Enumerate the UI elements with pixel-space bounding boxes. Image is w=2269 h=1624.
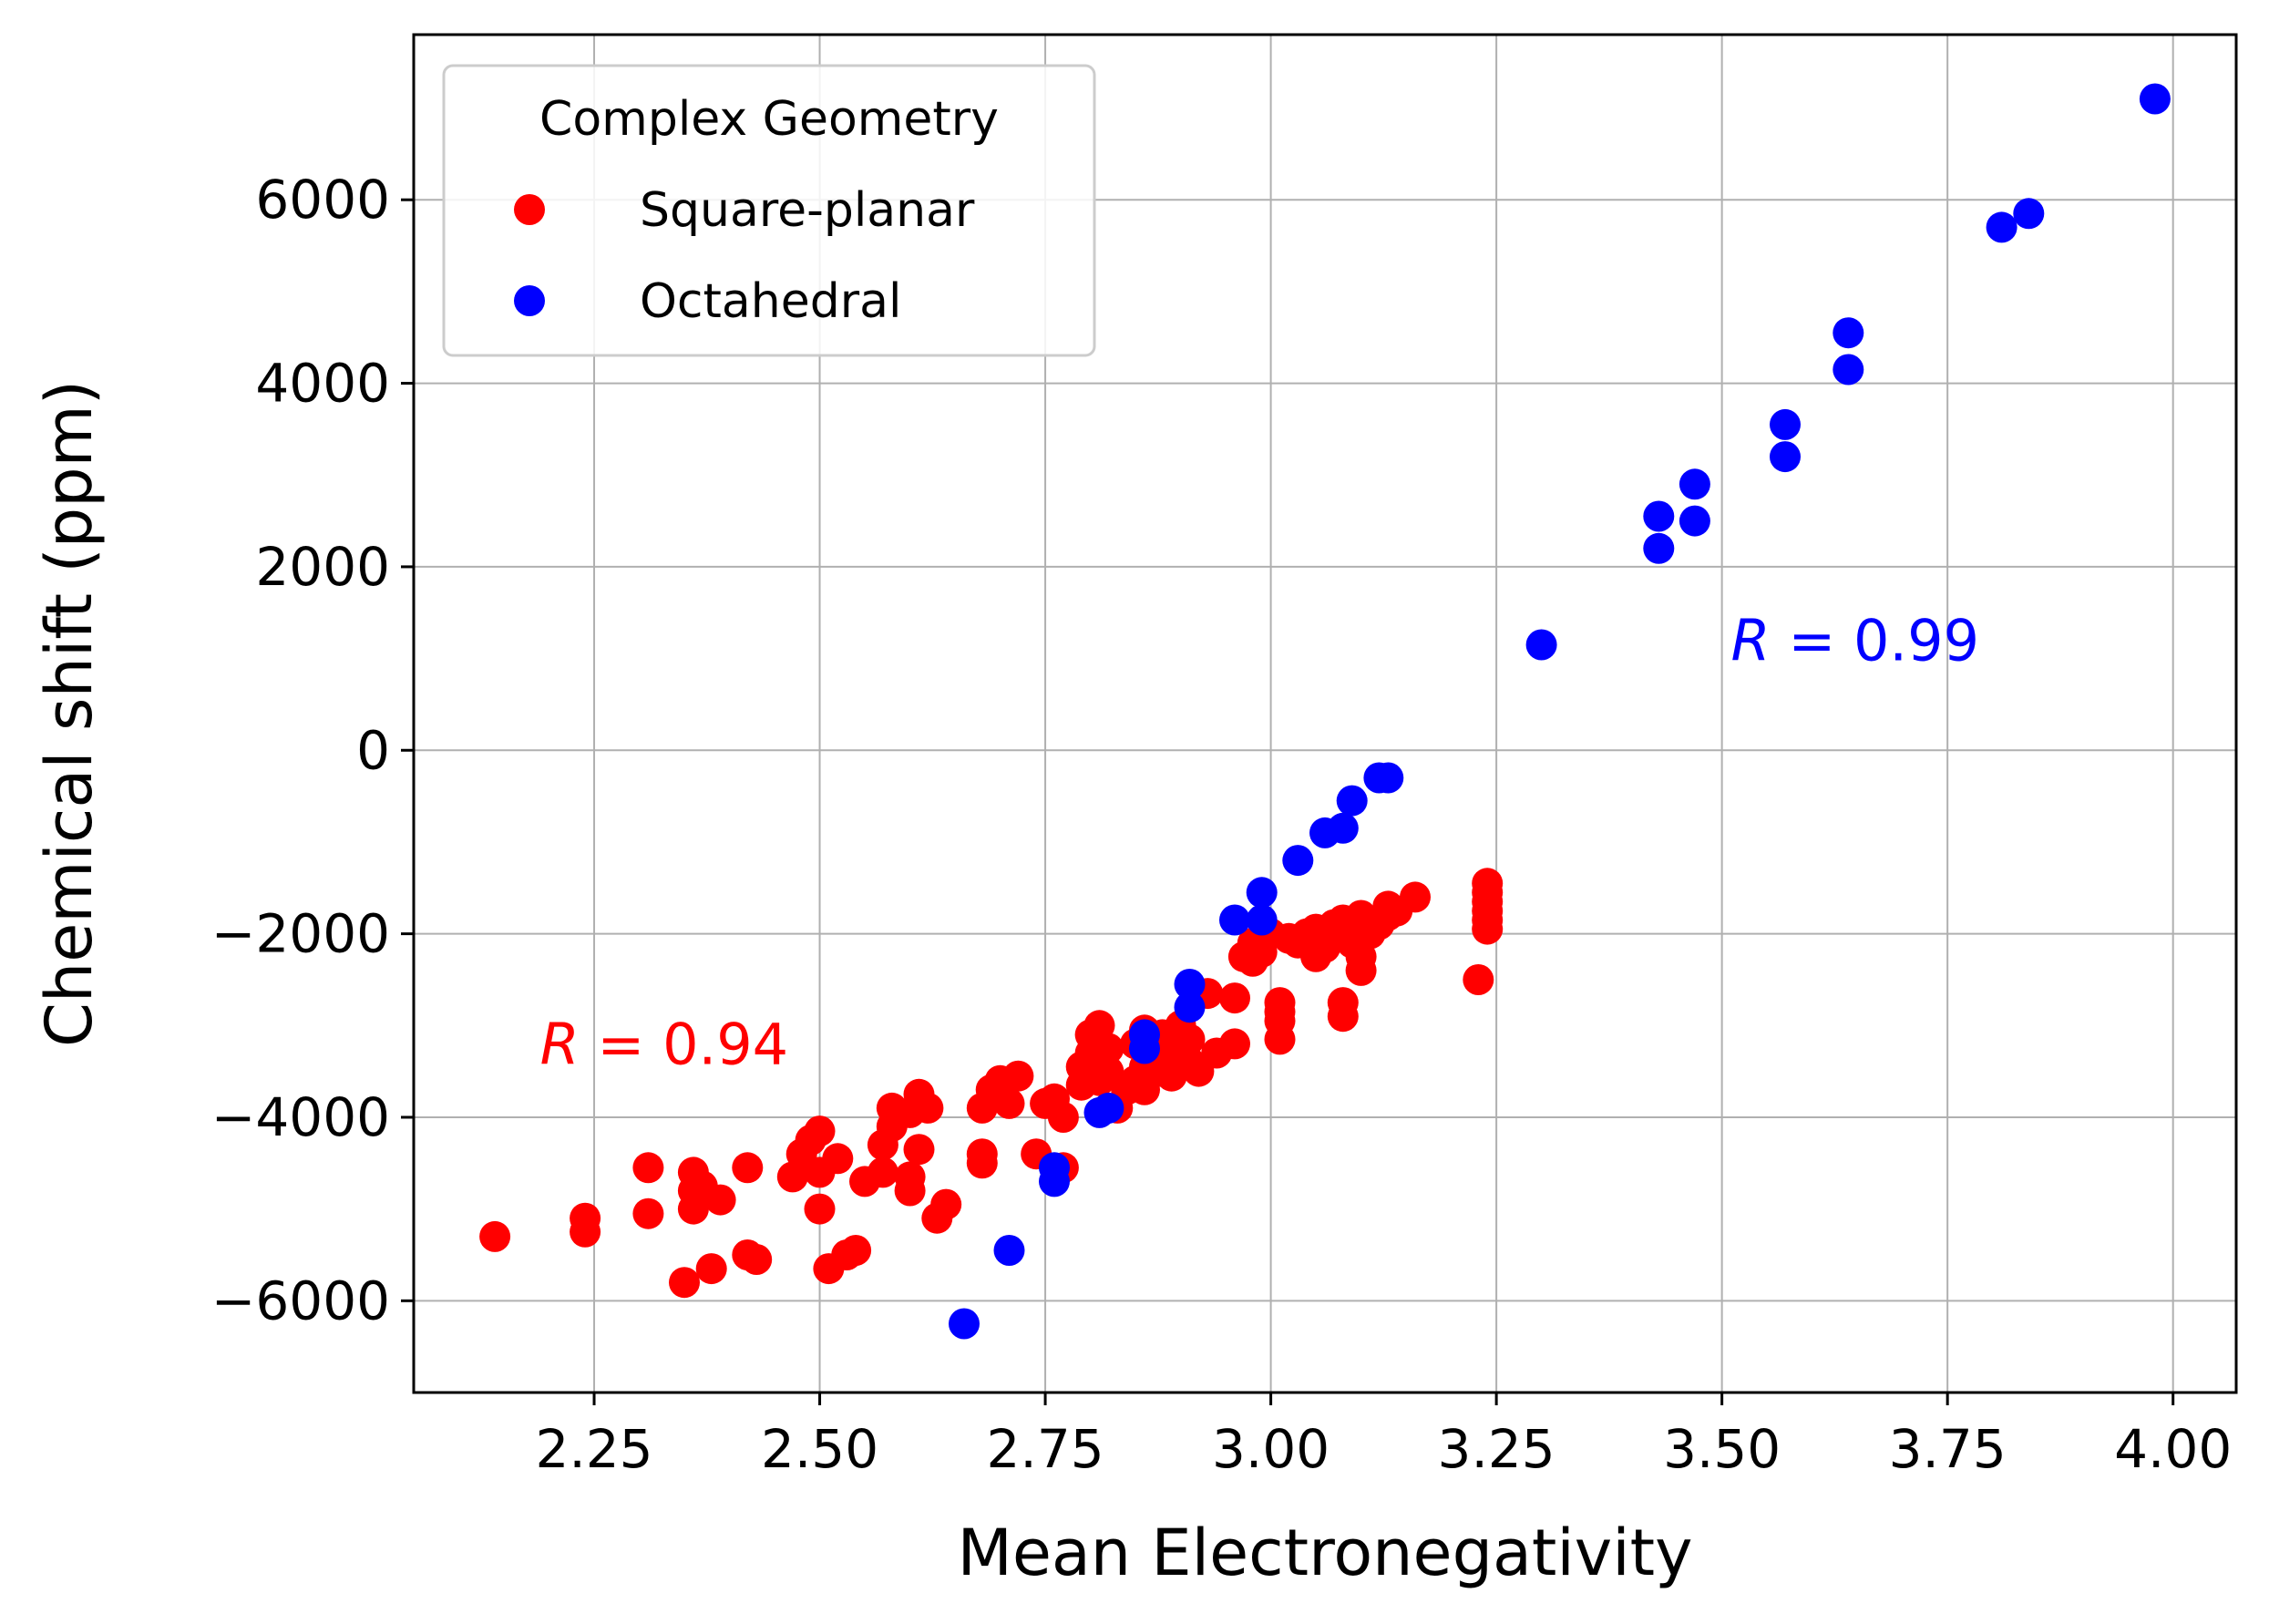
point-square-planar [804,1193,836,1225]
data-points [479,83,2171,1340]
point-octahedral [993,1235,1025,1266]
point-square-planar [570,1216,601,1248]
legend-label-square-planar: Square-planar [640,183,975,238]
point-octahedral [1174,969,1206,1000]
point-square-planar [1093,1033,1124,1064]
point-octahedral [1282,845,1314,877]
y-tick-label: 6000 [255,169,390,231]
point-square-planar [1327,1001,1359,1033]
y-axis-title: Chemical shift (ppm) [32,380,107,1047]
point-square-planar [930,1188,962,1220]
point-octahedral [1174,992,1206,1023]
y-tick-label: −6000 [211,1269,390,1331]
point-square-planar [1472,913,1504,945]
point-octahedral [1679,468,1710,500]
legend-title: Complex Geometry [539,92,999,147]
point-octahedral [1039,1166,1070,1197]
point-square-planar [704,1184,736,1216]
point-octahedral [1643,500,1675,532]
grid-lines [414,35,2236,1393]
point-square-planar [966,1147,998,1179]
point-square-planar [840,1235,872,1266]
point-square-planar [741,1244,773,1275]
point-square-planar [632,1197,664,1229]
point-octahedral [1246,877,1278,909]
point-octahedral [1525,629,1557,661]
legend-box [442,64,1096,357]
point-square-planar [1002,1060,1034,1092]
correlation-annotation: R = 0.94 [540,1011,789,1077]
point-octahedral [1679,505,1710,537]
point-square-planar [695,1253,727,1285]
x-tick-label: 3.75 [1889,1418,2007,1480]
point-square-planar [993,1087,1025,1119]
point-octahedral [1327,812,1359,844]
x-tick-label: 3.50 [1663,1418,1781,1480]
y-tick-label: 4000 [255,353,390,415]
point-octahedral [2139,83,2171,115]
point-octahedral [1833,354,1864,385]
correlation-annotation: R = 0.99 [1731,607,1980,673]
point-square-planar [804,1115,836,1147]
point-octahedral [1770,441,1801,473]
point-square-planar [479,1220,511,1252]
annotations: R = 0.94 R = 0.99 [540,607,1979,1077]
point-octahedral [1643,532,1675,564]
x-tick-label: 3.25 [1438,1418,1555,1480]
point-square-planar [1345,954,1377,986]
point-octahedral [1219,904,1250,936]
point-square-planar [669,1267,700,1299]
legend-label-octahedral: Octahedral [640,274,901,329]
point-square-planar [912,1092,944,1124]
y-tick-label: 0 [356,719,390,781]
point-octahedral [1336,785,1368,817]
point-square-planar [1174,1023,1206,1055]
y-tick-label: −2000 [211,903,390,965]
x-tick-label: 2.25 [535,1418,652,1480]
point-square-planar [1400,881,1431,913]
point-octahedral [1129,1033,1160,1064]
point-square-planar [822,1143,854,1175]
point-square-planar [1219,982,1250,1014]
point-square-planar [1463,964,1494,995]
x-tick-label: 4.00 [2114,1418,2232,1480]
point-square-planar [1047,1102,1079,1133]
x-axis-title: Mean Electronegativity [957,1516,1692,1590]
point-square-planar [1264,996,1296,1028]
point-square-planar [632,1152,664,1184]
point-square-planar [867,1156,898,1188]
point-octahedral [1093,1092,1124,1124]
x-tick-label: 3.00 [1212,1418,1330,1480]
legend-marker-square-planar [514,194,545,225]
plot-frame [412,33,2238,1394]
point-square-planar [894,1175,926,1207]
point-octahedral [1770,408,1801,440]
point-octahedral [1372,762,1404,794]
y-tick-label: −4000 [211,1086,390,1148]
legend-marker-octahedral [514,285,545,316]
point-square-planar [1219,1028,1250,1060]
y-tick-label: 2000 [255,536,390,598]
point-octahedral [949,1308,980,1340]
axis-ticks: 2.25 2.50 2.75 3.00 3.25 3.50 3.75 4.00 −6000 −40… [211,169,2232,1480]
point-square-planar [732,1152,764,1184]
point-octahedral [1986,211,2017,243]
point-octahedral [1246,904,1278,936]
x-tick-label: 2.75 [986,1418,1104,1480]
x-tick-label: 2.50 [761,1418,878,1480]
point-octahedral [1833,317,1864,349]
legend: Complex Geometry Square-planar Octahedra… [442,64,1096,357]
point-octahedral [2013,198,2045,230]
point-square-planar [903,1134,935,1166]
